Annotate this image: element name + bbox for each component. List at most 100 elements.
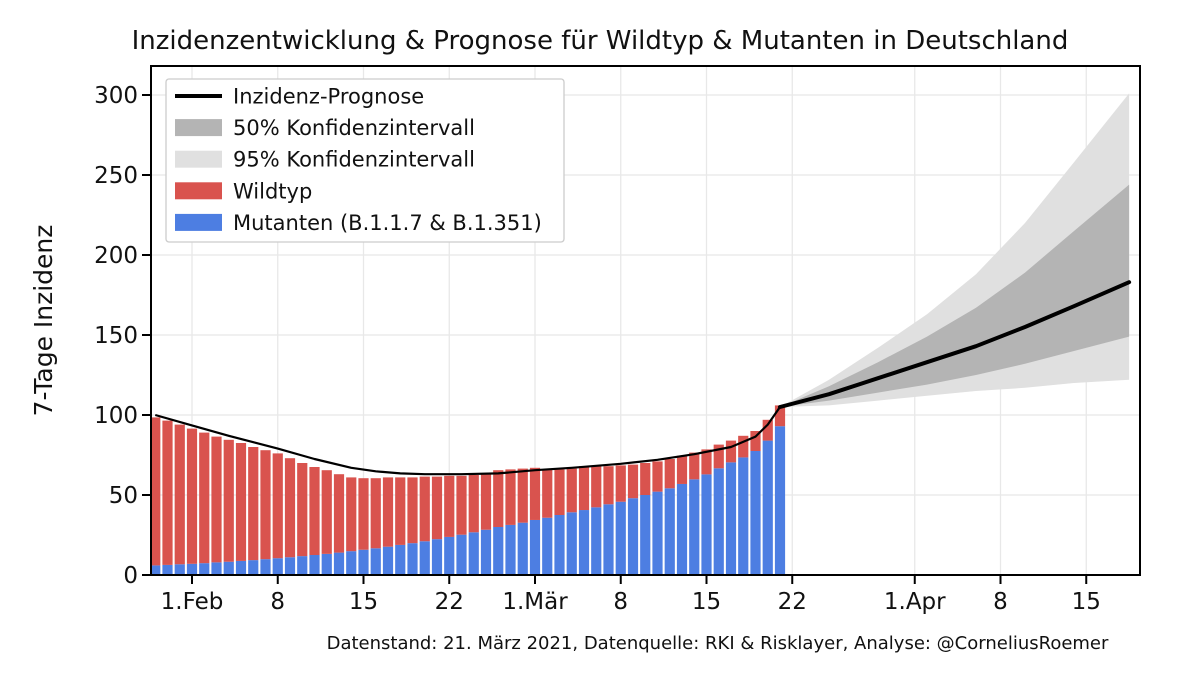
bar-wildtyp-segment (578, 466, 590, 511)
bar-wildtyp-segment (235, 443, 247, 561)
bar-mutanten-segment (223, 561, 234, 575)
x-tick-label: 1.Feb (161, 589, 224, 615)
bar-wildtyp-segment (542, 469, 553, 518)
bar-mutanten-segment (346, 551, 357, 575)
bars-group (151, 405, 786, 575)
bar-mutanten-segment (725, 462, 737, 575)
bar-mutanten-segment (652, 491, 663, 575)
plot-border (150, 65, 1141, 576)
bar-wildtyp-segment (284, 458, 296, 558)
bar-mutanten-segment (186, 563, 198, 575)
bar-wildtyp-segment (762, 419, 773, 441)
x-tick-label: 8 (613, 589, 628, 615)
legend-label: Mutanten (B.1.1.7 & B.1.351) (233, 211, 542, 235)
bar-mutanten-segment (260, 559, 271, 575)
x-tick-label: 15 (349, 589, 378, 615)
bar-mutanten-segment (431, 539, 443, 575)
bar-mutanten-segment (505, 524, 516, 575)
legend: Inzidenz-Prognose 50% Konfidenzintervall 9… (165, 78, 565, 243)
bar-mutanten-segment (517, 522, 528, 575)
bar-wildtyp-segment (738, 435, 749, 458)
bar-wildtyp-segment (346, 477, 357, 552)
bar-mutanten-segment (199, 563, 210, 575)
bar-wildtyp-segment (456, 475, 467, 535)
bar-wildtyp-segment (174, 424, 185, 565)
bar-mutanten-segment (395, 544, 406, 575)
x-tick-label: 22 (778, 589, 807, 615)
legend-label: Inzidenz-Prognose (233, 85, 424, 109)
bar-mutanten-segment (640, 495, 651, 575)
bar-wildtyp-segment (297, 463, 308, 557)
bar-mutanten-segment (284, 557, 296, 575)
bar-wildtyp-segment (701, 449, 712, 475)
bar-mutanten-segment (664, 488, 675, 575)
y-tick-label: 0 (123, 563, 138, 589)
legend-label: 50% Konfidenzintervall (233, 116, 475, 140)
bar-wildtyp-segment (419, 476, 430, 542)
bar-wildtyp-segment (260, 450, 271, 560)
bar-wildtyp-segment (529, 467, 541, 520)
bar-wildtyp-segment (186, 428, 198, 564)
x-tick-label: 15 (1072, 589, 1101, 615)
bar-wildtyp-segment (162, 420, 173, 565)
bar-mutanten-segment (750, 451, 761, 575)
y-tick-label: 50 (109, 483, 138, 509)
bar-wildtyp-segment (223, 439, 234, 562)
bar-wildtyp-segment (493, 470, 504, 527)
bar-wildtyp-segment (431, 476, 443, 540)
bar-mutanten-segment (456, 534, 467, 575)
bar-wildtyp-segment (444, 475, 455, 537)
bar-mutanten-segment (468, 532, 479, 575)
bar-mutanten-segment (627, 498, 639, 575)
bar-wildtyp-segment (395, 477, 406, 545)
bar-mutanten-segment (480, 529, 492, 575)
bar-wildtyp-segment (664, 459, 675, 489)
bar-wildtyp-segment (652, 461, 663, 492)
bar-mutanten-segment (603, 504, 614, 575)
legend-swatch (175, 119, 222, 137)
bar-wildtyp-segment (603, 466, 614, 505)
legend-box (165, 78, 565, 243)
bar-mutanten-segment (713, 468, 724, 575)
x-tick-label: 22 (435, 589, 464, 615)
bar-mutanten-segment (162, 564, 173, 575)
y-tick-label: 300 (94, 83, 138, 109)
legend-label: Wildtyp (233, 179, 312, 203)
bar-mutanten-segment (370, 548, 381, 575)
y-tick-label: 150 (94, 323, 138, 349)
bar-wildtyp-segment (725, 440, 737, 463)
bar-mutanten-segment (701, 474, 712, 575)
bar-mutanten-segment (333, 552, 345, 575)
bar-mutanten-segment (297, 556, 308, 575)
y-tick-label: 200 (94, 243, 138, 269)
bar-mutanten-segment (419, 541, 430, 575)
y-tick-label: 100 (94, 403, 138, 429)
bar-wildtyp-segment (505, 469, 516, 525)
bar-wildtyp-segment (480, 474, 492, 530)
legend-swatch (175, 182, 222, 200)
bar-mutanten-segment (358, 549, 369, 575)
bar-mutanten-segment (444, 536, 455, 575)
bar-wildtyp-segment (358, 478, 369, 550)
bar-wildtyp-segment (407, 477, 418, 544)
bar-wildtyp-segment (615, 465, 626, 502)
bar-mutanten-segment (493, 527, 504, 575)
legend-swatch (175, 150, 222, 168)
bar-mutanten-segment (762, 440, 773, 575)
bar-mutanten-segment (309, 555, 320, 575)
bar-wildtyp-segment (309, 467, 320, 555)
legend-swatch (175, 213, 222, 231)
bar-mutanten-segment (578, 510, 590, 575)
x-tick-label: 15 (692, 589, 721, 615)
bar-mutanten-segment (689, 479, 700, 575)
bar-wildtyp-segment (627, 464, 639, 499)
bar-wildtyp-segment (774, 405, 786, 427)
bar-mutanten-segment (554, 515, 565, 575)
bar-wildtyp-segment (333, 474, 345, 553)
bar-wildtyp-segment (151, 417, 161, 566)
bar-wildtyp-segment (321, 470, 332, 554)
x-tick-label: 1.Mär (502, 589, 568, 615)
bar-mutanten-segment (235, 560, 247, 575)
